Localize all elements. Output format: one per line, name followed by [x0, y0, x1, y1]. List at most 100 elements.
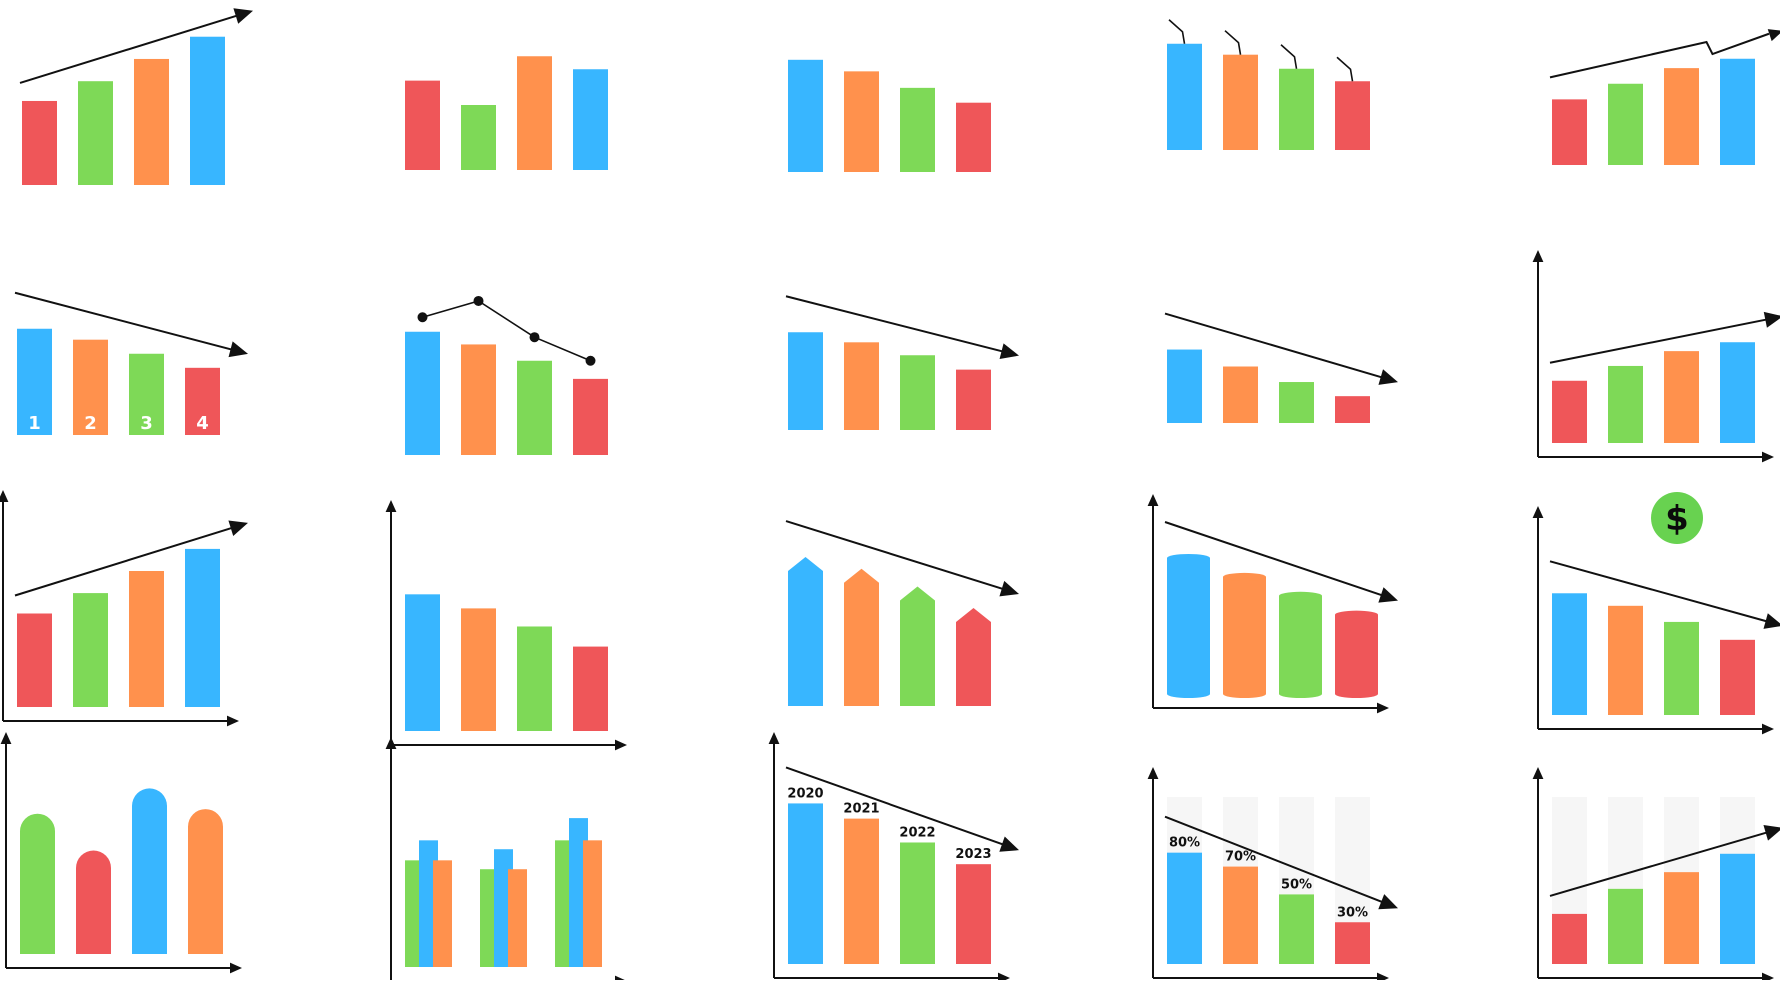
bar-4 [573, 646, 608, 731]
bar-4 [1335, 396, 1370, 423]
chart-c20 [1532, 767, 1780, 984]
trend-point-3 [529, 332, 540, 343]
y-axis-arrow [0, 732, 12, 744]
bar-1 [405, 594, 440, 731]
trend-arrow-head [1378, 587, 1398, 603]
trend-arrow [1549, 830, 1770, 897]
bar-1 [1167, 852, 1202, 964]
chart-c3 [788, 59, 991, 172]
chart-c4 [1167, 19, 1370, 150]
chart-c15: $ [1532, 492, 1780, 735]
bar-2 [1608, 888, 1643, 964]
trend-arrow-head [1763, 311, 1780, 328]
trend-arrow-head [1767, 29, 1780, 42]
bar-base-4 [1335, 690, 1378, 698]
y-axis-arrow [385, 500, 397, 512]
bar-3 [1664, 68, 1699, 165]
chart-c8 [785, 295, 1019, 430]
bar-1 [1552, 380, 1587, 443]
wick-1 [1168, 19, 1186, 44]
trend-arrow [785, 295, 1006, 354]
chart-c10 [1532, 250, 1780, 463]
bar-1 [1552, 913, 1587, 964]
bar-cap-4 [1335, 610, 1378, 619]
bar-label-3: 3 [140, 413, 153, 434]
chart-c18: 2020 2021 2022 2023 [768, 732, 1019, 984]
category-label-1: 2020 [787, 786, 823, 801]
bar-group1-3 [433, 860, 452, 967]
bar-4 [956, 608, 991, 706]
chart-c16 [0, 732, 242, 974]
bar-base-3 [1279, 690, 1322, 698]
bar-2 [844, 568, 879, 706]
x-axis-arrow [227, 715, 239, 727]
trend-arrow-head [228, 341, 248, 358]
chart-c2 [405, 56, 608, 170]
bar-4 [956, 102, 991, 172]
bar-4 [1335, 81, 1370, 150]
bar-4 [573, 69, 608, 170]
trend-arrow-head [228, 520, 248, 536]
bar-3 [1279, 894, 1314, 964]
bar-2 [1608, 83, 1643, 165]
trend-arrow [1549, 318, 1770, 364]
trend-arrow-head [1378, 894, 1398, 910]
trend-arrow [1164, 312, 1385, 380]
chart-c1 [19, 8, 253, 186]
trend-line [422, 300, 591, 362]
bar-cap-3 [1279, 591, 1322, 600]
category-label-2: 2021 [843, 802, 879, 817]
bar-4 [956, 369, 991, 430]
bar-2 [1608, 605, 1643, 715]
bar-4 [956, 864, 991, 964]
bar-4 [1720, 639, 1755, 715]
x-axis-arrow [1762, 723, 1774, 735]
bar-1 [1167, 349, 1202, 423]
chart-c11 [0, 490, 248, 727]
chart-c13 [785, 520, 1019, 706]
bar-1 [788, 332, 823, 430]
bar-3 [900, 355, 935, 430]
trend-arrow [14, 526, 235, 597]
bar-1 [788, 557, 823, 706]
trend-point-2 [473, 295, 484, 306]
trend-arrow-head [233, 8, 253, 24]
bar-2 [1608, 365, 1643, 443]
chart-c12 [385, 500, 627, 751]
bar-2 [1223, 366, 1258, 423]
bar-2 [844, 818, 879, 964]
trend-arrow-head [1763, 613, 1780, 629]
bar-3 [517, 360, 552, 455]
bar-label-1: 1 [28, 413, 41, 434]
dollar-icon [1651, 492, 1703, 544]
category-label-4: 2023 [955, 847, 991, 862]
x-axis-arrow [615, 975, 627, 985]
trend-arrow [785, 766, 1006, 847]
bar-4 [185, 367, 220, 435]
trend-arrow [1549, 560, 1770, 623]
y-axis-arrow [768, 732, 780, 744]
category-label-1: 80% [1169, 836, 1200, 851]
bar-3 [134, 58, 169, 186]
trend-arrow [785, 520, 1006, 591]
trend-point-4 [585, 355, 596, 366]
chart-c6: 1 2 3 4 [14, 291, 248, 435]
trend-point-1 [417, 312, 428, 323]
category-label-3: 50% [1281, 877, 1312, 892]
bar-label-2: 2 [84, 413, 97, 434]
bar-1 [1167, 558, 1210, 694]
x-axis-arrow [998, 972, 1010, 984]
x-axis-arrow [1762, 972, 1774, 984]
bar-3 [1664, 351, 1699, 443]
bar-4 [188, 809, 223, 954]
bar-2 [844, 71, 879, 172]
trend-arrow-head [1378, 369, 1398, 385]
trend-arrow-head [999, 580, 1019, 597]
trend-arrow [1164, 521, 1385, 598]
trend-arrow-head [1763, 825, 1780, 841]
bar-4 [1335, 922, 1370, 964]
bar-1 [20, 813, 55, 954]
x-axis-arrow [1762, 451, 1774, 463]
bar-1 [17, 613, 52, 707]
